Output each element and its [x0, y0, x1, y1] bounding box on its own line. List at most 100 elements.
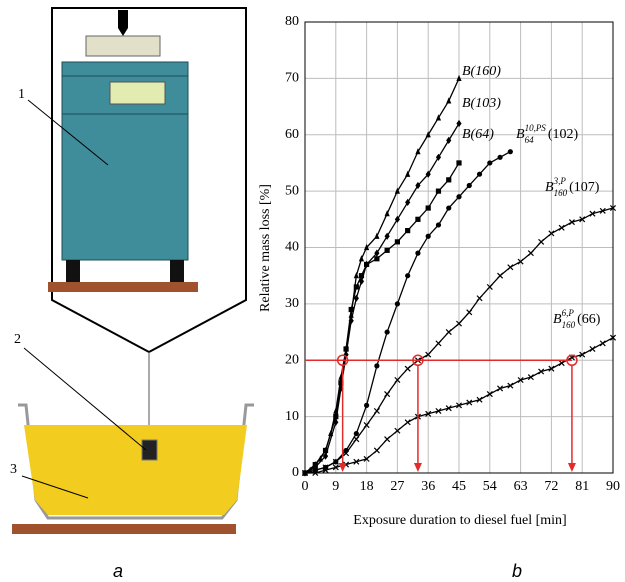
label: 1 — [18, 87, 25, 102]
figure: 1 2 3 a b Exposure duration to diesel fu… — [0, 0, 625, 582]
legend-sub: 160 — [554, 188, 568, 198]
marker — [590, 346, 595, 351]
x-tick-label: 18 — [360, 479, 374, 494]
legend-label: B(103) — [462, 96, 501, 111]
caption: b — [512, 561, 522, 581]
marker — [354, 437, 359, 442]
marker — [349, 307, 354, 312]
marker — [343, 346, 348, 351]
x-tick-label: 27 — [390, 479, 404, 494]
marker — [487, 160, 492, 165]
marker — [456, 160, 461, 165]
legend-tail: (102) — [548, 127, 579, 142]
marker — [446, 329, 451, 334]
marker — [405, 273, 410, 278]
arrow-head — [414, 463, 422, 472]
marker — [477, 296, 482, 301]
caption: a — [113, 561, 123, 581]
series-line — [305, 163, 459, 473]
x-tick-label: 54 — [483, 479, 497, 494]
marker — [600, 341, 605, 346]
y-tick-label: 0 — [292, 465, 299, 480]
marker — [405, 420, 410, 425]
y-tick-label: 70 — [285, 71, 299, 86]
marker — [395, 301, 400, 306]
marker — [395, 239, 400, 244]
marker — [374, 448, 379, 453]
legend-sup: 3,P — [553, 176, 567, 186]
x-tick-label: 90 — [606, 479, 620, 494]
legend-sub: 160 — [562, 320, 576, 330]
marker — [497, 155, 502, 160]
marker — [415, 251, 420, 256]
marker — [354, 284, 359, 289]
label: 2 — [14, 332, 21, 347]
arrow-head — [568, 463, 576, 472]
legend-sup: 10,PS — [525, 123, 547, 133]
marker — [456, 194, 461, 199]
label: 3 — [10, 462, 17, 477]
marker — [446, 205, 451, 210]
marker — [374, 363, 379, 368]
marker — [313, 462, 318, 467]
marker — [374, 256, 379, 261]
marker — [528, 251, 533, 256]
y-axis-label: Relative mass loss [%] — [258, 184, 273, 312]
diagram: 1 2 3 a — [10, 8, 254, 581]
marker — [385, 391, 390, 396]
x-axis-label: Exposure duration to diesel fuel [min] — [353, 513, 566, 528]
marker — [364, 403, 369, 408]
marker — [559, 225, 564, 230]
marker — [508, 265, 513, 270]
sample — [142, 440, 157, 460]
marker — [497, 273, 502, 278]
marker — [467, 310, 472, 315]
y-tick-label: 50 — [285, 183, 299, 198]
marker — [385, 248, 390, 253]
y-tick-label: 30 — [285, 296, 299, 311]
marker — [559, 360, 564, 365]
x-tick-label: 0 — [302, 479, 309, 494]
marker — [426, 205, 431, 210]
y-tick-label: 80 — [285, 14, 299, 29]
x-tick-label: 63 — [514, 479, 528, 494]
marker — [374, 408, 379, 413]
marker — [364, 262, 369, 267]
series-line — [305, 123, 459, 473]
marker — [436, 341, 441, 346]
y-tick-label: 40 — [285, 240, 299, 255]
marker — [405, 366, 410, 371]
marker — [405, 228, 410, 233]
x-tick-label: 9 — [332, 479, 339, 494]
series-line — [305, 78, 459, 473]
foot — [66, 260, 80, 282]
y-tick-label: 20 — [285, 352, 299, 367]
display — [110, 82, 165, 104]
y-tick-label: 60 — [285, 127, 299, 142]
x-tick-label: 81 — [575, 479, 589, 494]
legend-label: B(64) — [462, 127, 494, 142]
marker — [477, 172, 482, 177]
legend-label: B(160) — [462, 64, 501, 79]
legend-tail: (107) — [569, 180, 600, 195]
legend-label: B3,P160(107) — [545, 176, 600, 198]
marker — [426, 234, 431, 239]
marker — [508, 149, 513, 154]
marker — [354, 431, 359, 436]
base — [12, 524, 236, 534]
marker — [359, 273, 364, 278]
marker — [446, 177, 451, 182]
marker — [436, 222, 441, 227]
x-tick-label: 45 — [452, 479, 466, 494]
fuel — [24, 425, 247, 515]
x-tick-label: 72 — [544, 479, 558, 494]
foot — [170, 260, 184, 282]
legend-sup: 6,P — [562, 308, 575, 318]
marker — [467, 183, 472, 188]
legend-tail: (66) — [577, 312, 601, 327]
marker — [333, 414, 338, 419]
press-plate — [86, 36, 160, 56]
marker — [415, 217, 420, 222]
